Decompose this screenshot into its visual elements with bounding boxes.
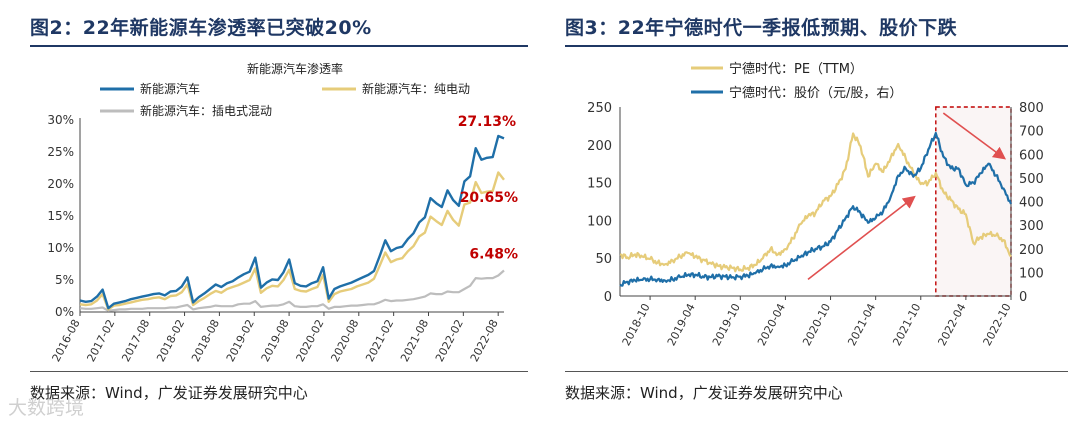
x-tick-label: 2017-08 — [119, 317, 152, 364]
series-line-1 — [79, 134, 505, 310]
legend-label: 宁德时代：PE（TTM） — [729, 61, 863, 77]
y-left-tick-label: 100 — [587, 214, 612, 229]
y-tick-label: 30% — [47, 113, 74, 127]
x-tick-label: 2021-08 — [398, 317, 431, 364]
legend-label: 新能源汽车：插电式混动 — [140, 103, 272, 118]
left-figure-title: 图2：22年新能源车渗透率已突破20% — [30, 17, 372, 39]
y-right-tick-label: 0 — [1019, 290, 1027, 305]
y-left-tick-label: 0 — [604, 290, 612, 305]
series-line-1 — [619, 132, 1012, 273]
y-right-tick-label: 300 — [1019, 219, 1044, 234]
y-tick-label: 5% — [55, 273, 74, 287]
right-figure-title: 图3：22年宁德时代一季报低预期、股价下跌 — [565, 17, 958, 39]
catl-pe-price-chart: 宁德时代：PE（TTM） 宁德时代：股价（元/股，右） 0 50 100 150 200 25… — [587, 61, 1044, 348]
y-right-tick-label: 200 — [1019, 243, 1044, 258]
y-tick-label: 15% — [47, 209, 74, 223]
left-title-rule — [30, 45, 528, 47]
series-line-3 — [79, 269, 505, 312]
x-tick-label: 2016-08 — [50, 317, 83, 364]
legend-label: 新能源汽车 — [140, 81, 200, 96]
x-tick-label: 2022-04 — [935, 301, 968, 348]
annotation-label: 27.13% — [458, 114, 516, 130]
y-tick-label: 20% — [47, 177, 74, 191]
x-tick-label: 2018-02 — [154, 317, 187, 364]
y-right-tick-label: 600 — [1019, 148, 1044, 163]
x-tick-label: 2017-02 — [84, 317, 117, 364]
x-tick-label: 2018-08 — [189, 317, 222, 364]
watermark-text: 大数跨境 — [8, 397, 85, 419]
x-tick-label: 2022-02 — [433, 317, 466, 364]
x-tick-label: 2020-04 — [755, 301, 788, 348]
x-tick-label: 2019-10 — [710, 301, 743, 348]
x-tick-label: 2021-04 — [845, 301, 878, 348]
y-right-tick-label: 100 — [1019, 266, 1044, 281]
x-tick-label: 2018-10 — [620, 301, 653, 348]
x-tick-label: 2020-10 — [800, 301, 833, 348]
right-bottom-rule — [565, 371, 1068, 372]
annotation-label: 6.48% — [469, 247, 518, 263]
highlight-box — [935, 106, 1012, 297]
y-tick-label: 0% — [55, 305, 74, 319]
x-tick-label: 2022-10 — [981, 301, 1014, 348]
x-tick-label: 2022-08 — [468, 317, 501, 364]
x-tick-label: 2021-02 — [363, 317, 396, 364]
chart-title: 新能源汽车渗透率 — [247, 61, 343, 76]
y-right-tick-label: 400 — [1019, 196, 1044, 211]
y-right-tick-label: 700 — [1019, 125, 1044, 140]
x-tick-label: 2019-02 — [224, 317, 257, 364]
series-line-2 — [619, 131, 1013, 287]
left-bottom-rule — [30, 371, 528, 372]
x-tick-label: 2019-08 — [259, 317, 292, 364]
legend-label: 宁德时代：股价（元/股，右） — [729, 85, 902, 101]
left-source-note: 数据来源：Wind，广发证券发展研究中心 — [30, 384, 308, 402]
annotation-label: 20.65% — [460, 190, 518, 206]
legend-label: 新能源汽车：纯电动 — [362, 81, 470, 96]
right-figure-panel: 图3：22年宁德时代一季报低预期、股价下跌 宁德时代：PE（TTM） 宁德时代：股… — [553, 0, 1080, 427]
y-right-tick-label: 500 — [1019, 172, 1044, 187]
x-tick-label: 2021-10 — [890, 301, 923, 348]
y-left-tick-label: 250 — [587, 101, 612, 116]
y-left-tick-label: 200 — [587, 139, 612, 154]
y-right-tick-label: 800 — [1019, 101, 1044, 116]
left-figure-panel: 图2：22年新能源车渗透率已突破20% 新能源汽车渗透率新能源汽车 新能源汽车：纯… — [30, 17, 528, 402]
series-line-2 — [79, 171, 505, 311]
y-left-tick-label: 50 — [595, 252, 612, 267]
uptrend-arrow — [807, 195, 916, 281]
x-tick-label: 2020-08 — [328, 317, 361, 364]
y-tick-label: 25% — [47, 145, 74, 159]
downtrend-arrow — [942, 112, 1007, 160]
x-tick-label: 2019-04 — [665, 301, 698, 348]
y-tick-label: 10% — [47, 241, 74, 255]
right-source-note: 数据来源：Wind，广发证券发展研究中心 — [565, 384, 843, 402]
x-tick-label: 2020-02 — [294, 317, 327, 364]
right-title-rule — [565, 45, 1068, 47]
y-left-tick-label: 150 — [587, 177, 612, 192]
